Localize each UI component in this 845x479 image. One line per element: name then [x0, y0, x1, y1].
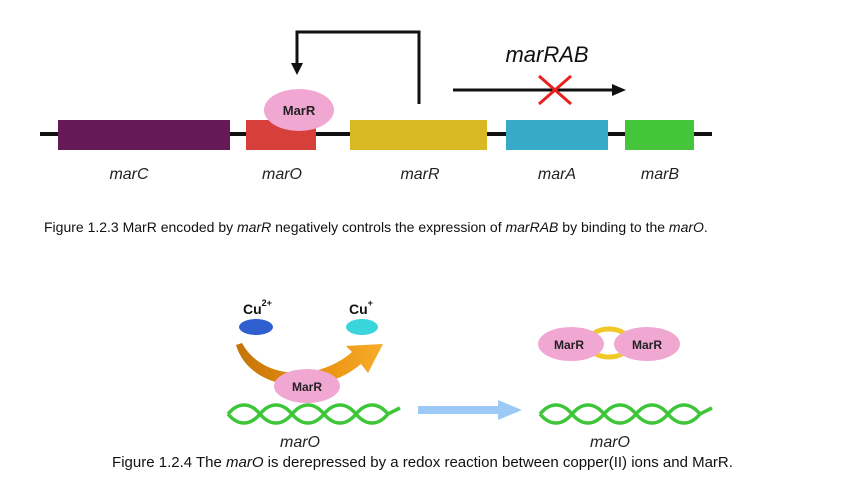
marr-dimer-left — [538, 327, 604, 361]
gene-block-marB — [625, 120, 694, 150]
marr-protein-left — [274, 369, 340, 403]
marr-dimer-left-label: MarR — [554, 338, 584, 352]
gene-label-marO: marO — [262, 166, 302, 183]
gene-block-marA — [506, 120, 608, 150]
gene-label-marB: marB — [641, 166, 680, 183]
dna-helix-left — [226, 403, 401, 425]
dna-left-label: marO — [280, 434, 320, 451]
marr-left-label: MarR — [292, 380, 322, 394]
gene-label-marR: marR — [400, 166, 440, 183]
marr-protein-bound — [264, 89, 334, 131]
cu2-ion-icon — [239, 319, 273, 335]
dna-helix-right — [538, 403, 713, 425]
gene-label-marA: marA — [538, 166, 576, 183]
marr-dimer-right-label: MarR — [632, 338, 662, 352]
redox-curved-arrow — [236, 343, 383, 386]
gene-block-marR — [350, 120, 487, 150]
transcription-arrowhead-icon — [612, 84, 626, 96]
marr-dimer-right — [614, 327, 680, 361]
dna-right-label: marO — [590, 434, 630, 451]
figure-caption-1-2-4: Figure 1.2.4 The marO is derepressed by … — [112, 454, 733, 471]
cu1-ion-label: Cu+ — [349, 298, 373, 317]
feedback-arrowhead-icon — [291, 63, 303, 75]
marr-protein-label: MarR — [283, 103, 316, 118]
feedback-repression-arrow — [295, 30, 421, 104]
gene-label-marC: marC — [109, 166, 149, 183]
figure-caption-1-2-3: Figure 1.2.3 MarR encoded by marR negati… — [44, 219, 708, 235]
blocked-x-icon — [538, 74, 572, 106]
cu2-ion-label: Cu2+ — [243, 298, 272, 317]
cu1-ion-icon — [346, 319, 378, 335]
transition-arrow-icon — [418, 400, 522, 420]
gene-block-marC — [58, 120, 230, 150]
operon-label: marRAB — [505, 42, 588, 67]
